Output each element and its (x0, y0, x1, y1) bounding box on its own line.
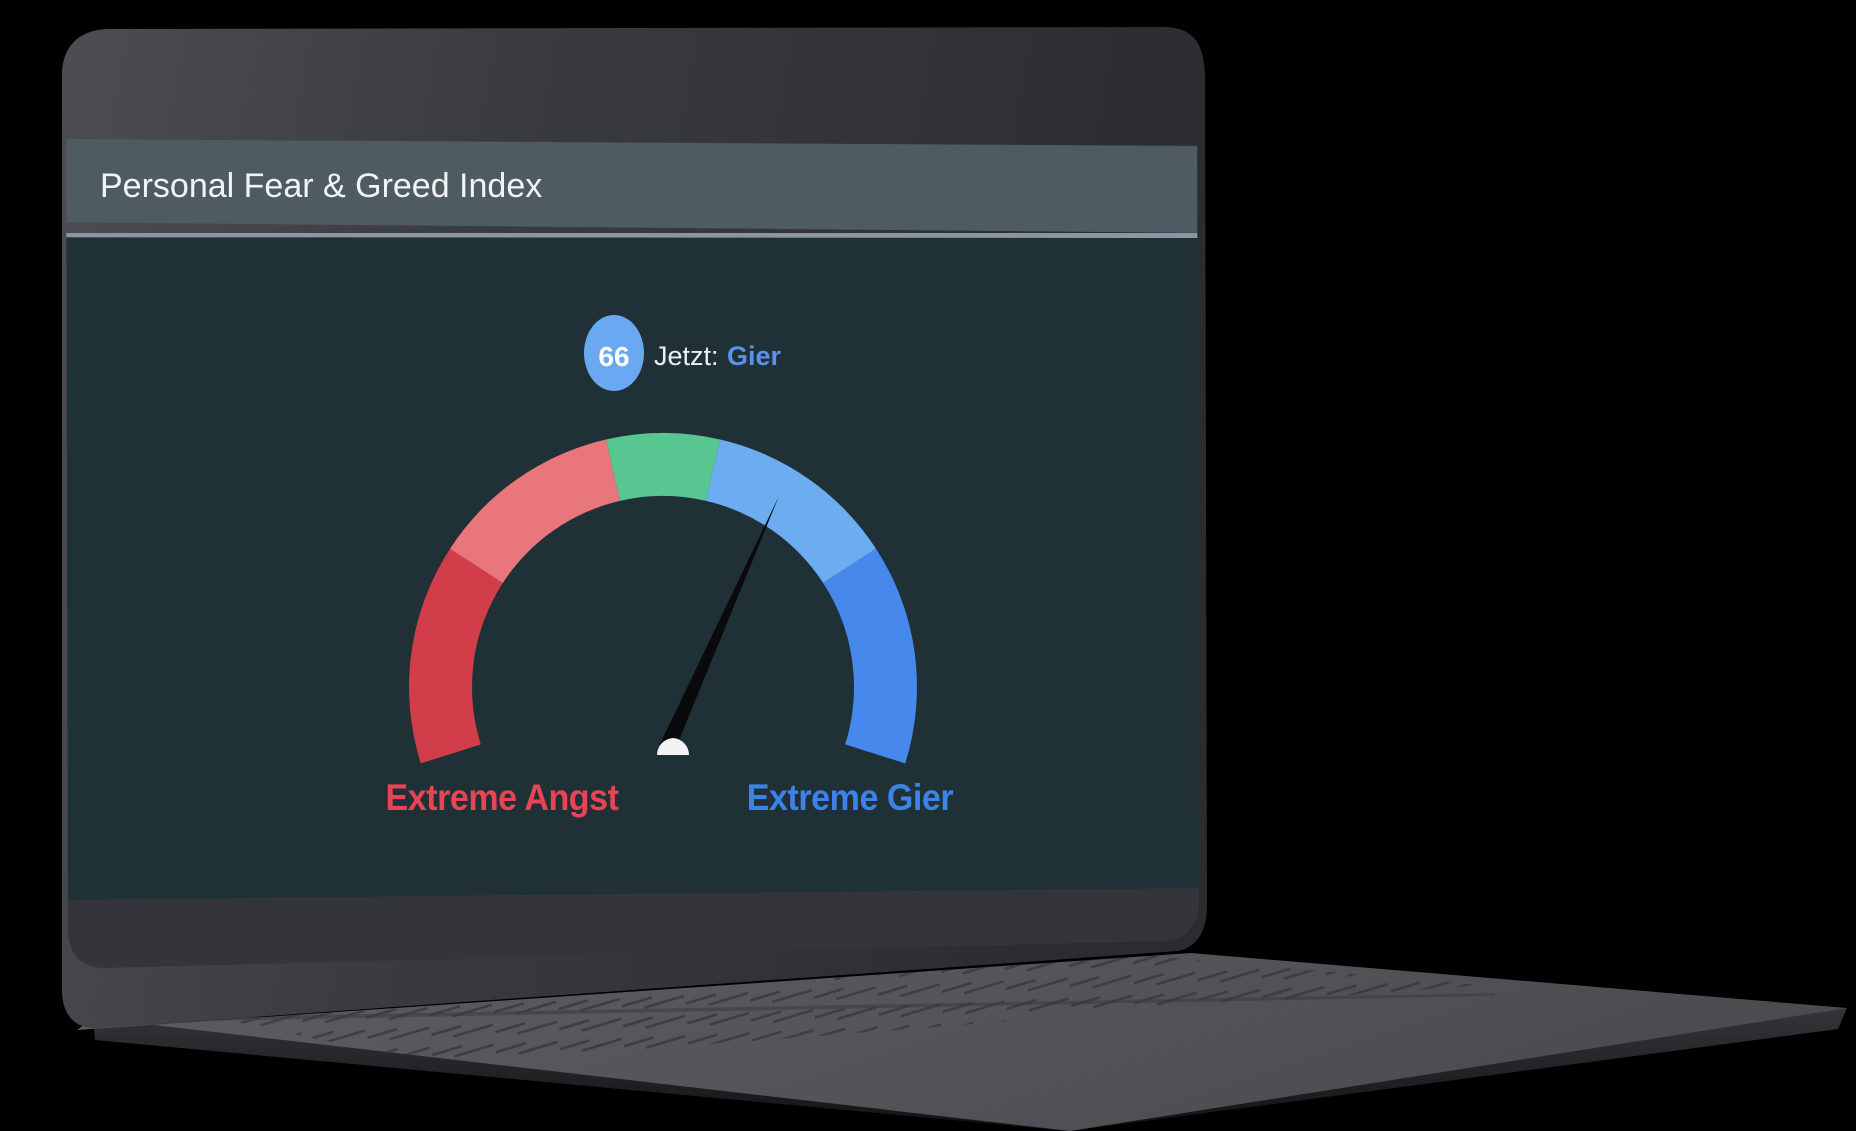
svg-text:Gier: Gier (727, 341, 782, 371)
svg-text:Personal Fear & Greed Index: Personal Fear & Greed Index (100, 167, 542, 205)
svg-text:66: 66 (598, 341, 629, 372)
svg-text:Extreme Angst: Extreme Angst (386, 777, 620, 819)
svg-text:Extreme Gier: Extreme Gier (747, 777, 954, 819)
svg-text:Jetzt:: Jetzt: (654, 341, 719, 371)
